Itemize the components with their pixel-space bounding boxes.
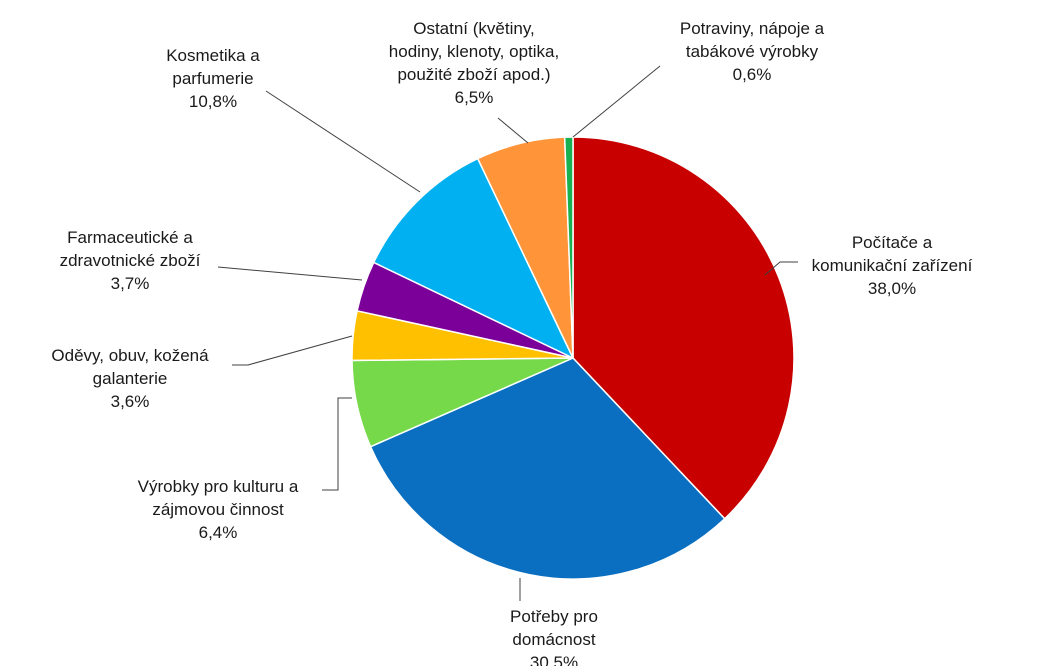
slice-label-4: Oděvy, obuv, kožená galanterie 3,6% xyxy=(51,346,209,411)
slice-label-8: Potraviny, nápoje a tabákové výrobky 0,6% xyxy=(680,19,825,84)
slice-label-line: zdravotnické zboží xyxy=(60,251,201,270)
slice-label-line: Ostatní (květiny, xyxy=(413,19,535,38)
slice-label-line: hodiny, klenoty, optika, xyxy=(389,42,559,61)
slice-value-label: 6,4% xyxy=(199,523,238,542)
slices-group xyxy=(351,136,795,580)
pie-slice-8 xyxy=(563,136,574,359)
leader-line-8 xyxy=(572,65,661,138)
leader-line-7 xyxy=(497,117,529,144)
slice-value-label: 3,6% xyxy=(111,392,150,411)
leader-line-1 xyxy=(764,261,798,276)
slice-label-line: Kosmetika a xyxy=(166,46,260,65)
leader-line-4 xyxy=(232,335,353,366)
slice-label-2: Potřeby pro domácnost 30,5% xyxy=(510,607,598,666)
pie-slice-6 xyxy=(372,157,575,360)
slice-label-line: tabákové výrobky xyxy=(686,42,819,61)
slice-label-line: parfumerie xyxy=(172,69,253,88)
slice-label-7: Ostatní (květiny, hodiny, klenoty, optika… xyxy=(389,19,559,107)
leader-lines-group xyxy=(217,65,798,601)
slice-value-label: 30,5% xyxy=(530,653,578,666)
leader-line-6 xyxy=(265,90,421,193)
pie-slice-2 xyxy=(369,357,726,580)
slice-value-label: 10,8% xyxy=(189,92,237,111)
slice-label-line: použité zboží apod.) xyxy=(397,65,550,84)
slice-label-line: Oděvy, obuv, kožená xyxy=(51,346,209,365)
slice-label-line: komunikační zařízení xyxy=(812,256,973,275)
leader-line-5 xyxy=(217,266,363,281)
pie-slice-1 xyxy=(572,136,795,520)
slice-value-label: 0,6% xyxy=(733,65,772,84)
slice-label-line: zájmovou činnost xyxy=(152,500,284,519)
slice-label-line: domácnost xyxy=(512,630,595,649)
slice-value-label: 3,7% xyxy=(111,274,150,293)
slice-label-line: galanterie xyxy=(93,369,168,388)
slice-label-1: Počítače a komunikační zařízení 38,0% xyxy=(812,233,973,298)
slice-label-line: Potřeby pro xyxy=(510,607,598,626)
slice-label-line: Farmaceutické a xyxy=(67,228,193,247)
labels-group: Počítače a komunikační zařízení 38,0% Potře… xyxy=(51,19,973,671)
leader-line-3 xyxy=(322,397,352,491)
slice-label-5: Farmaceutické a zdravotnické zboží 3,7% xyxy=(60,228,201,293)
slice-label-line: Výrobky pro kulturu a xyxy=(138,477,299,496)
slice-label-3: Výrobky pro kulturu a zájmovou činnost 6,4… xyxy=(138,477,299,542)
slice-label-6: Kosmetika a parfumerie 10,8% xyxy=(166,46,260,111)
slice-label-line: Potraviny, nápoje a xyxy=(680,19,825,38)
slice-value-label: 6,5% xyxy=(455,88,494,107)
slice-value-label: 38,0% xyxy=(868,279,916,298)
slice-label-line: Počítače a xyxy=(852,233,933,252)
